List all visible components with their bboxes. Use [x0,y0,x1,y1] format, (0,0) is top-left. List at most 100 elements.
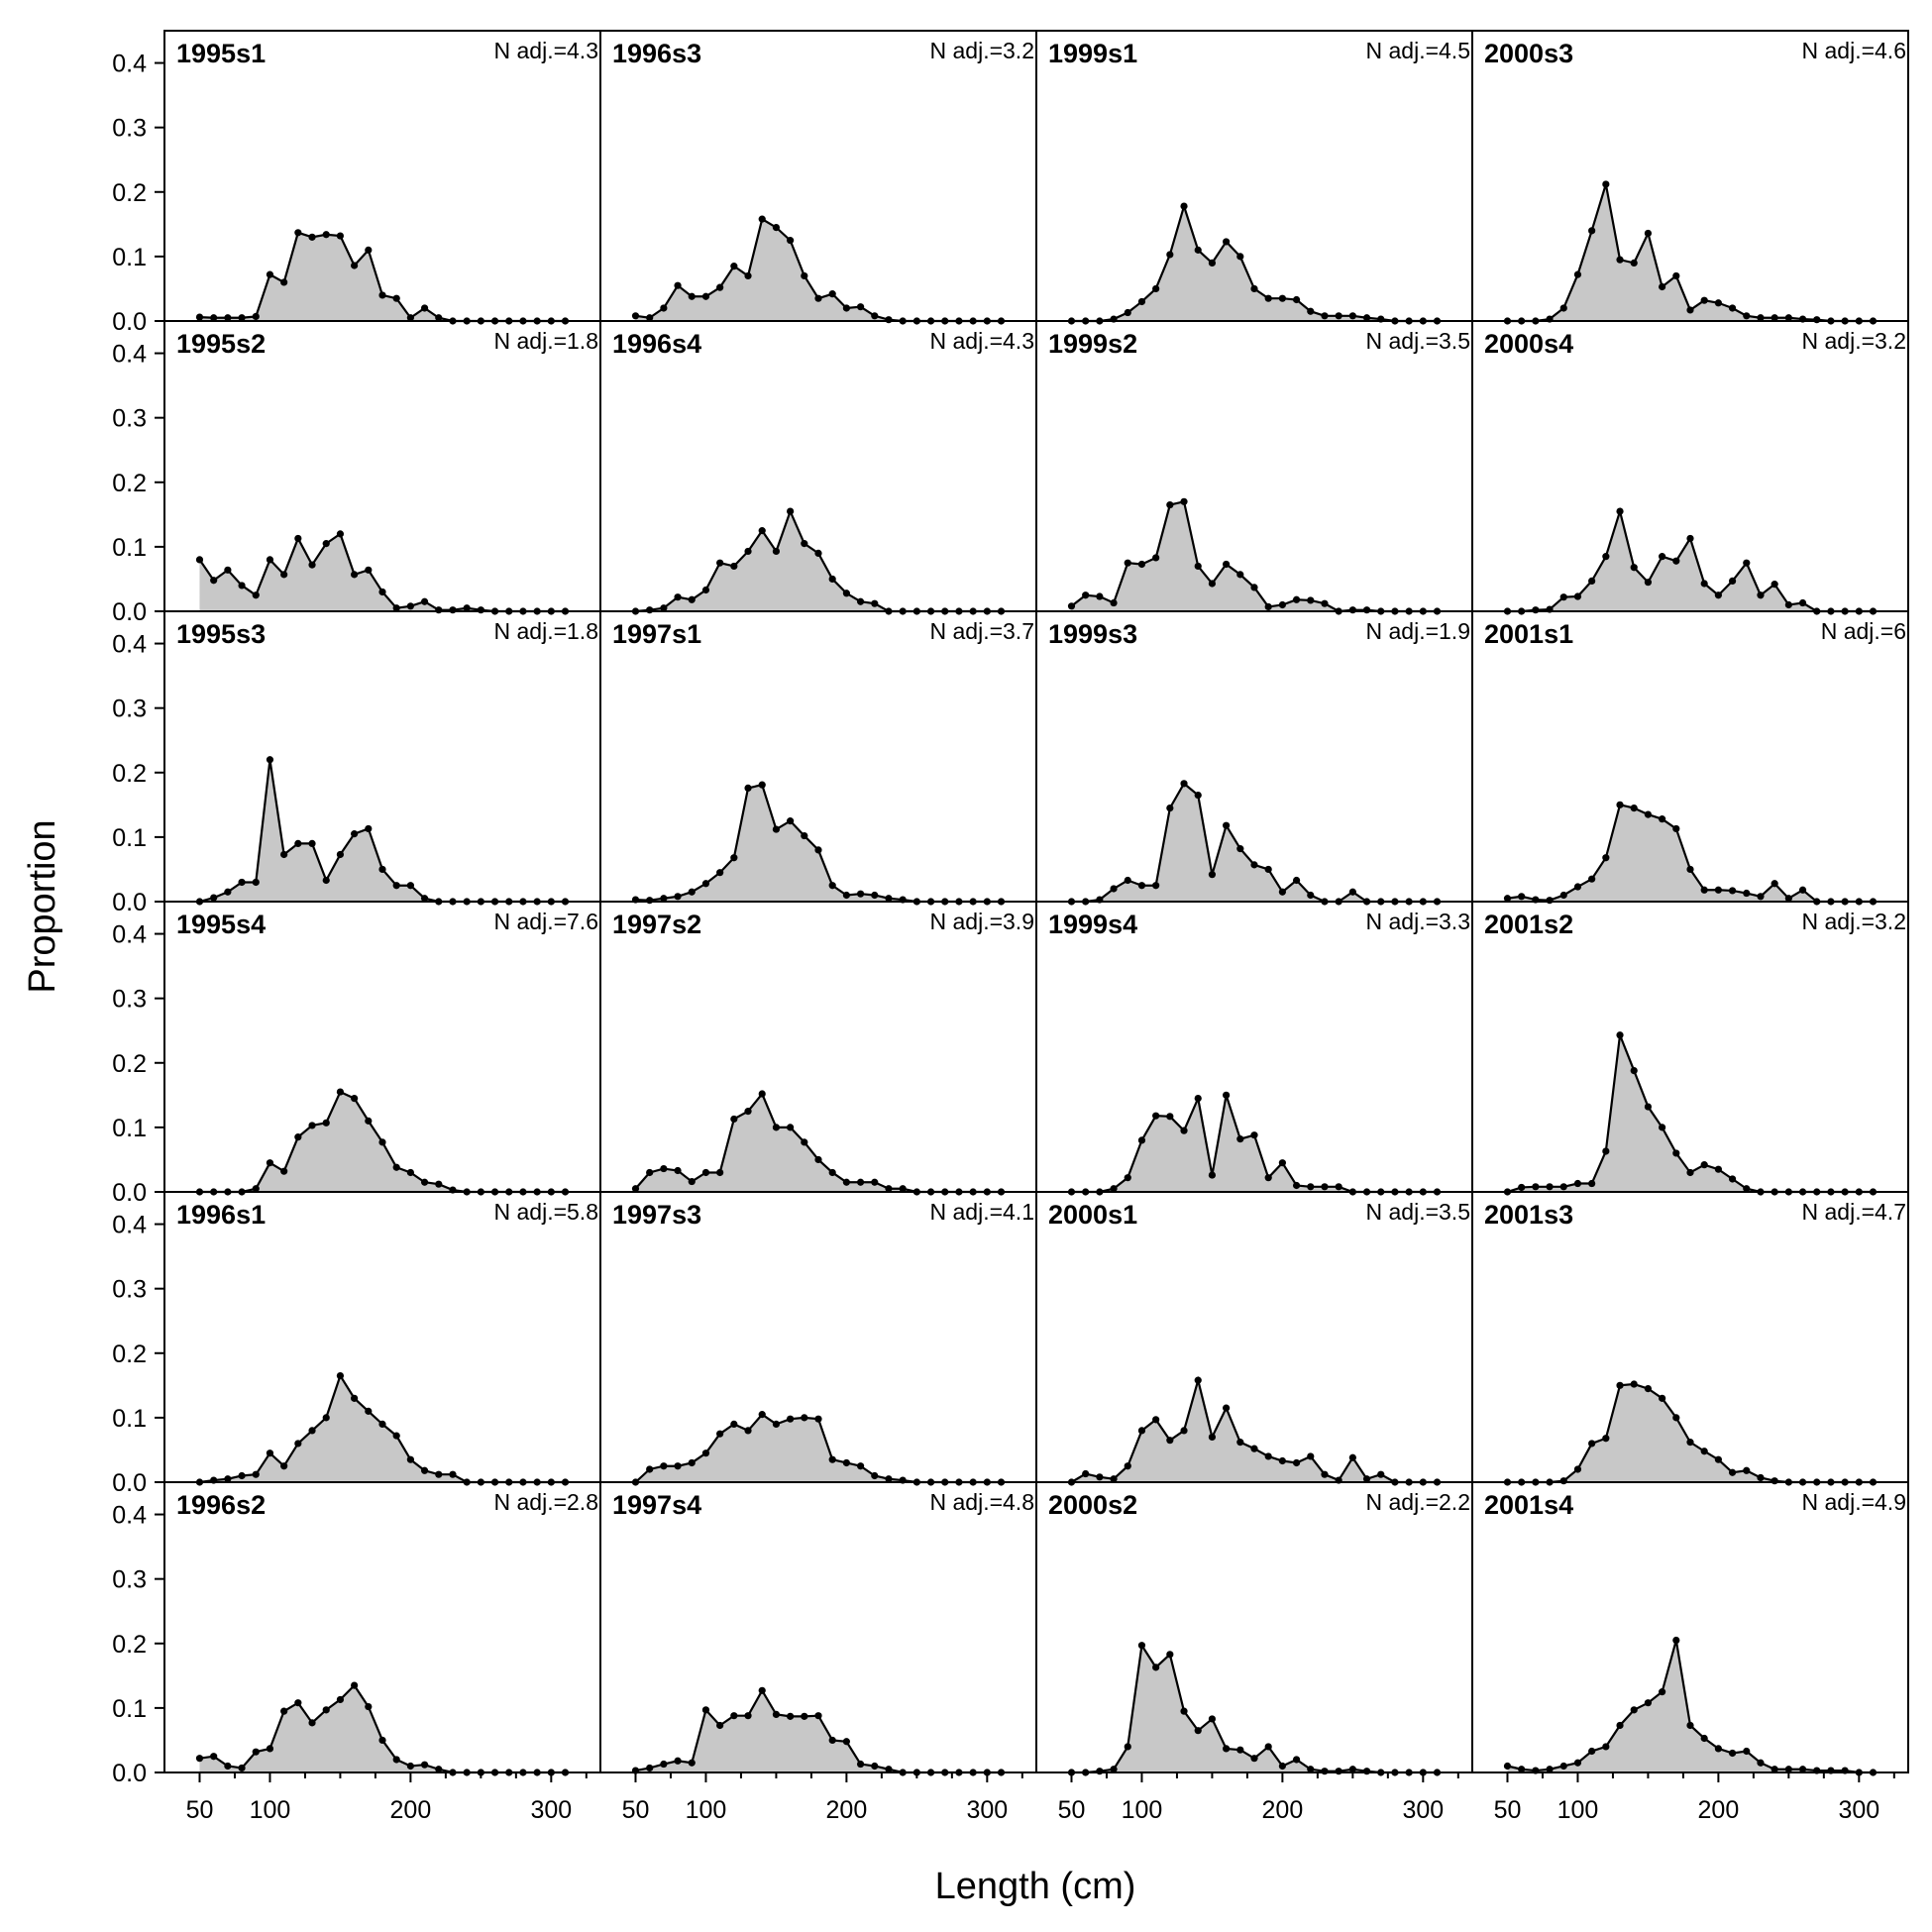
y-tick-label: 0.1 [112,824,147,852]
point-1997s3-70 [660,1462,668,1470]
point-2000s3-120 [1602,180,1610,188]
point-1997s3-170 [801,1414,808,1422]
point-1996s3-230 [885,316,893,324]
panel-1995s1: 1995s1 N adj.=4.3 0.0 0.1 0.2 0.3 0.4 [112,30,601,336]
point-1995s1-70 [224,314,232,322]
area-1996s3 [635,219,1002,321]
point-1995s3-130 [308,839,316,848]
point-2000s2-220 [1307,1766,1315,1773]
x-tick-label: 300 [530,1796,572,1824]
y-axis-title: Proportion [22,819,63,993]
point-1996s4-110 [716,559,724,567]
panel-nadj: N adj.=2.8 [494,1489,599,1515]
point-2000s1-80 [1110,1475,1118,1483]
point-1997s3-200 [842,1458,850,1467]
point-1999s3-110 [1152,882,1160,890]
point-1997s3-110 [716,1430,724,1438]
point-1999s2-160 [1223,560,1231,569]
point-1997s4-60 [646,1764,654,1772]
point-2000s2-160 [1223,1745,1231,1753]
point-1995s4-160 [351,1094,359,1103]
area-1997s1 [635,785,1002,902]
point-2001s2-210 [1728,1175,1737,1183]
point-1999s1-180 [1250,284,1258,293]
point-1995s4-210 [420,1178,429,1186]
area-1995s4 [199,1092,566,1192]
point-2001s3-110 [1588,1440,1596,1448]
x-tick-label: 100 [686,1796,727,1824]
point-1999s4-100 [1137,1136,1146,1144]
point-2001s4-60 [1518,1766,1526,1773]
point-1996s3-130 [744,271,752,280]
point-1997s3-140 [758,1411,766,1419]
point-1997s3-220 [871,1471,879,1480]
point-2001s3-170 [1672,1414,1680,1422]
y-tick-label: 0.3 [112,986,147,1014]
panel-1999s2: 1999s2 N adj.=3.5 [1035,320,1473,615]
point-2001s2-60 [1518,1183,1526,1192]
point-1995s3-80 [238,878,246,887]
point-2000s2-90 [1124,1743,1131,1751]
panel-1997s2: 1997s2 N adj.=3.9 [599,901,1037,1196]
point-2001s4-240 [1771,1766,1778,1773]
y-tick-label: 0.4 [112,921,147,949]
point-2001s2-200 [1714,1165,1722,1173]
point-2001s1-240 [1771,880,1778,888]
point-1999s2-70 [1096,592,1104,600]
point-1997s3-150 [772,1420,781,1428]
point-1995s3-70 [224,888,232,896]
point-2000s4-220 [1743,559,1751,567]
point-1995s1-140 [322,231,330,239]
point-1995s1-160 [351,262,359,269]
x-tick-label: 50 [622,1796,650,1824]
point-1996s1-130 [308,1427,316,1435]
point-2001s1-150 [1644,810,1653,818]
point-1999s2-200 [1278,600,1286,609]
point-1995s3-140 [322,876,330,885]
point-1996s3-200 [842,304,850,312]
point-1995s3-180 [378,865,386,874]
panel-nadj: N adj.=3.5 [1366,1199,1471,1225]
panel-nadj: N adj.=3.2 [1802,909,1907,934]
point-2001s1-230 [1757,893,1765,901]
y-tick-label: 0.1 [112,534,147,562]
point-2000s1-130 [1180,1427,1188,1435]
y-tick-label: 0.2 [112,760,147,788]
point-2001s2-190 [1700,1161,1708,1169]
point-1996s2-210 [420,1761,429,1769]
point-1995s1-130 [308,233,316,241]
panel-2001s1: 2001s1 N adj.=6 [1471,610,1909,906]
point-2000s3-110 [1588,227,1596,235]
point-1995s2-190 [392,604,400,612]
point-1996s1-160 [351,1394,359,1402]
point-1995s1-100 [266,270,274,278]
panel-nadj: N adj.=1.9 [1366,618,1471,644]
point-1995s2-130 [308,561,316,569]
point-1996s3-190 [828,290,836,298]
point-2001s1-140 [1630,804,1638,812]
y-tick-label: 0.4 [112,1502,147,1530]
point-1997s1-70 [660,895,668,903]
point-1997s4-180 [814,1712,822,1720]
point-2001s3-210 [1728,1468,1737,1476]
point-1995s3-170 [365,824,373,833]
x-tick-label: 50 [186,1796,214,1824]
point-1996s4-80 [674,593,682,601]
point-1997s3-60 [646,1465,654,1473]
point-2000s1-140 [1194,1376,1202,1384]
panel-border [163,1481,601,1773]
point-1995s2-70 [224,566,232,574]
point-2001s2-110 [1588,1179,1596,1188]
area-2000s2 [1071,1645,1438,1772]
point-2001s3-200 [1714,1455,1722,1463]
point-2001s4-200 [1714,1745,1722,1753]
point-2000s1-110 [1152,1416,1160,1424]
point-1997s2-140 [758,1090,766,1098]
point-1997s3-90 [688,1458,696,1467]
point-1995s4-130 [308,1122,316,1129]
point-2001s4-230 [1757,1759,1765,1767]
point-1999s1-240 [1335,312,1342,320]
y-tick-label: 0.3 [112,1276,147,1304]
panel-nadj: N adj.=3.9 [930,909,1035,934]
point-1995s3-90 [252,878,260,887]
